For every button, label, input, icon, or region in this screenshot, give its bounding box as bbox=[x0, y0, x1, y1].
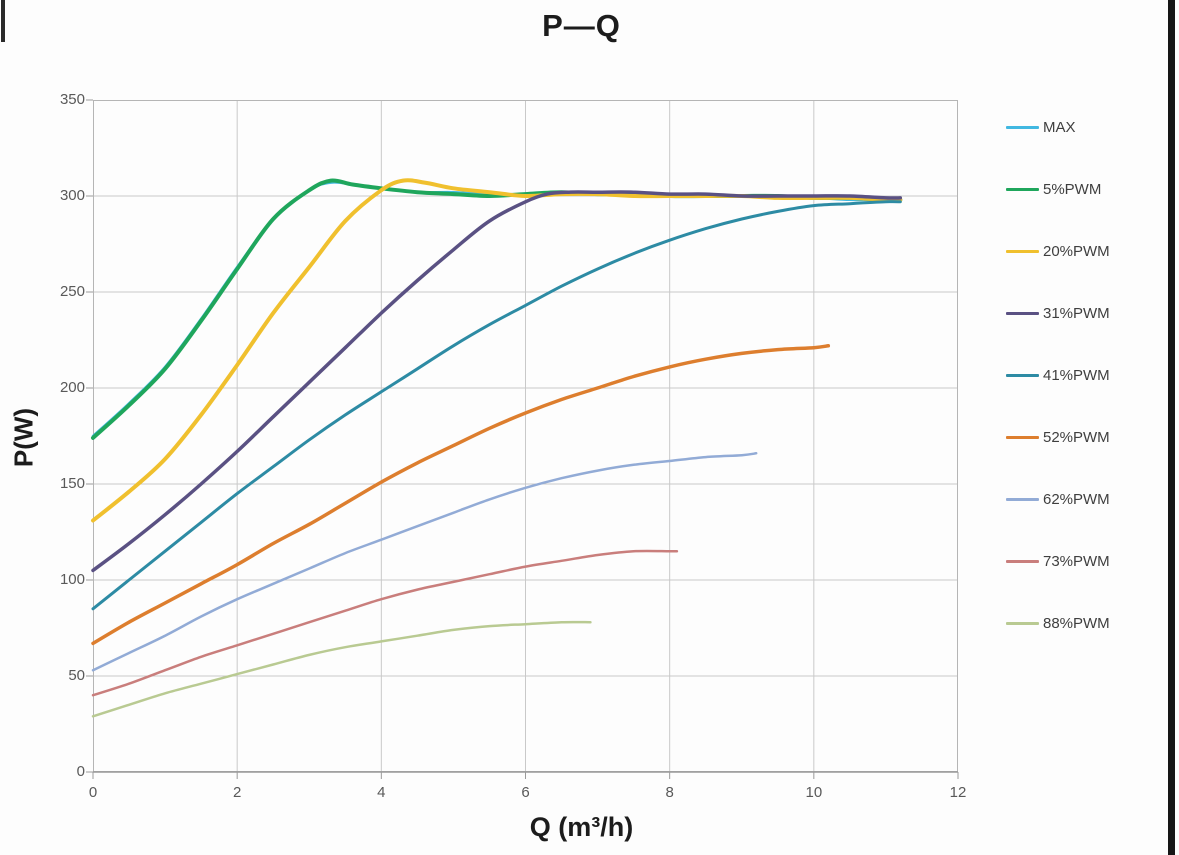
series-line-73%PWM bbox=[91, 549, 679, 697]
x-tick-label: 12 bbox=[949, 784, 967, 801]
legend-label: 5%PWM bbox=[1043, 180, 1102, 198]
x-tick-label: 0 bbox=[88, 784, 98, 801]
legend-label: MAX bbox=[1043, 118, 1076, 136]
y-tick-label: 100 bbox=[59, 571, 85, 588]
legend-item-88%PWM: 88%PWM bbox=[1006, 592, 1110, 654]
legend-swatch-73%PWM bbox=[1006, 559, 1039, 563]
y-tick-label: 50 bbox=[68, 667, 85, 684]
y-tick-label: 300 bbox=[59, 187, 85, 204]
y-tick-label: 200 bbox=[59, 379, 85, 396]
x-tick-label: 8 bbox=[665, 784, 674, 801]
legend-label: 73%PWM bbox=[1043, 552, 1110, 570]
legend-item-MAX: MAX bbox=[1006, 96, 1110, 158]
legend-swatch-MAX bbox=[1006, 125, 1039, 129]
legend-label: 52%PWM bbox=[1043, 428, 1110, 446]
legend-swatch-20%PWM bbox=[1006, 249, 1039, 253]
y-tick-label: 150 bbox=[59, 475, 85, 492]
legend-label: 31%PWM bbox=[1043, 304, 1110, 322]
series-line-62%PWM bbox=[91, 452, 758, 672]
legend-label: 88%PWM bbox=[1043, 614, 1110, 632]
series-line-41%PWM bbox=[91, 200, 902, 611]
legend-swatch-52%PWM bbox=[1006, 435, 1039, 439]
y-tick-label: 0 bbox=[76, 763, 85, 780]
legend: MAX 5%PWM 20%PWM 31%PWM 41%PWM 52%PWM 62%PWM 73… bbox=[1006, 96, 1110, 654]
y-tick-label: 350 bbox=[59, 91, 85, 108]
page-border-left-fragment bbox=[1, 0, 5, 42]
legend-label: 41%PWM bbox=[1043, 366, 1110, 384]
x-tick-label: 2 bbox=[232, 784, 242, 801]
legend-item-52%PWM: 52%PWM bbox=[1006, 406, 1110, 468]
legend-item-73%PWM: 73%PWM bbox=[1006, 530, 1110, 592]
legend-item-20%PWM: 20%PWM bbox=[1006, 220, 1110, 282]
legend-item-31%PWM: 31%PWM bbox=[1006, 282, 1110, 344]
legend-item-5%PWM: 5%PWM bbox=[1006, 158, 1110, 220]
x-tick-label: 6 bbox=[521, 784, 530, 801]
legend-swatch-31%PWM bbox=[1006, 311, 1039, 315]
series-line-31%PWM bbox=[91, 190, 903, 573]
page-border-right bbox=[1168, 0, 1175, 855]
legend-item-41%PWM: 41%PWM bbox=[1006, 344, 1110, 406]
series-line-52%PWM bbox=[91, 344, 831, 646]
legend-label: 62%PWM bbox=[1043, 490, 1110, 508]
plot-area bbox=[86, 99, 959, 779]
legend-swatch-41%PWM bbox=[1006, 373, 1039, 377]
x-axis-title: Q (m³/h) bbox=[529, 812, 634, 842]
series-line-20%PWM bbox=[91, 178, 903, 523]
y-tick-label: 250 bbox=[59, 283, 85, 300]
x-tick-label: 10 bbox=[805, 784, 823, 801]
legend-swatch-62%PWM bbox=[1006, 497, 1039, 501]
series-line-88%PWM bbox=[91, 620, 592, 718]
legend-label: 20%PWM bbox=[1043, 242, 1110, 260]
legend-item-62%PWM: 62%PWM bbox=[1006, 468, 1110, 530]
legend-swatch-88%PWM bbox=[1006, 621, 1039, 625]
y-axis-title: P(W) bbox=[8, 407, 39, 468]
legend-swatch-5%PWM bbox=[1006, 187, 1039, 191]
chart-title: P—Q bbox=[542, 8, 621, 43]
x-tick-label: 4 bbox=[377, 784, 386, 801]
